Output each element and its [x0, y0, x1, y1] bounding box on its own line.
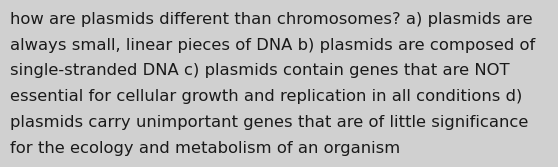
Text: essential for cellular growth and replication in all conditions d): essential for cellular growth and replic… — [10, 89, 522, 104]
Text: always small, linear pieces of DNA b) plasmids are composed of: always small, linear pieces of DNA b) pl… — [10, 38, 535, 53]
Text: how are plasmids different than chromosomes? a) plasmids are: how are plasmids different than chromoso… — [10, 12, 533, 27]
Text: single-stranded DNA c) plasmids contain genes that are NOT: single-stranded DNA c) plasmids contain … — [10, 63, 509, 78]
Text: plasmids carry unimportant genes that are of little significance: plasmids carry unimportant genes that ar… — [10, 115, 528, 130]
Text: for the ecology and metabolism of an organism: for the ecology and metabolism of an org… — [10, 141, 400, 156]
